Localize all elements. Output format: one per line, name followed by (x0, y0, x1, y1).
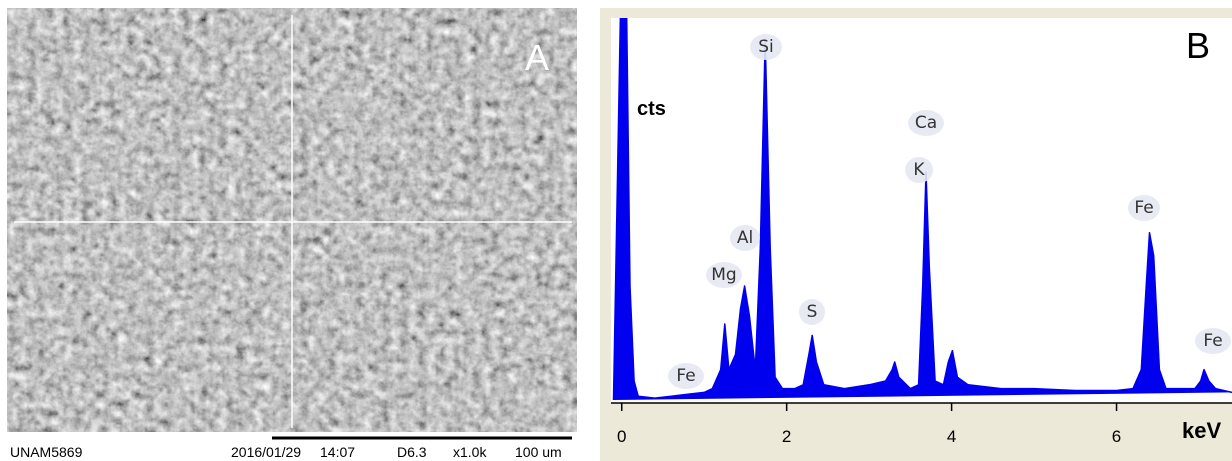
panel-a: A UNAM5869 2016/01/29 14:07 D6.3 x1.0k 1… (7, 8, 577, 460)
peak-label: Fe (676, 366, 695, 386)
x-tick-label: 4 (947, 427, 956, 446)
peak-label: Fe (1134, 198, 1153, 218)
y-axis-label: cts (637, 98, 666, 120)
panel-label: B (1186, 25, 1210, 66)
distance: D6.3 (397, 444, 427, 460)
sample-id: UNAM5869 (10, 444, 83, 460)
peak-label: Al (737, 228, 753, 248)
date: 2016/01/29 (231, 444, 301, 460)
peak-label: Fe (1203, 331, 1222, 351)
peak-label: Mg (711, 265, 736, 285)
scale-label: 100 um (515, 444, 562, 460)
peak-label: S (807, 302, 818, 322)
x-tick-label: 2 (782, 427, 791, 446)
magnification: x1.0k (453, 444, 487, 460)
figure: A UNAM5869 2016/01/29 14:07 D6.3 x1.0k 1… (0, 0, 1232, 461)
peak-label: Ca (915, 113, 937, 133)
peak-label: Si (758, 37, 774, 57)
x-tick-label: 6 (1112, 427, 1121, 446)
panel-label: A (525, 37, 549, 78)
x-axis-label: keV (1182, 418, 1221, 443)
x-tick-label: 0 (617, 427, 626, 446)
panel-b: cts keV B Si Ca K Fe Al Mg S Fe Fe 0 2 4 6 (600, 0, 1232, 461)
peak-label: K (913, 160, 925, 180)
time: 14:07 (320, 444, 355, 460)
